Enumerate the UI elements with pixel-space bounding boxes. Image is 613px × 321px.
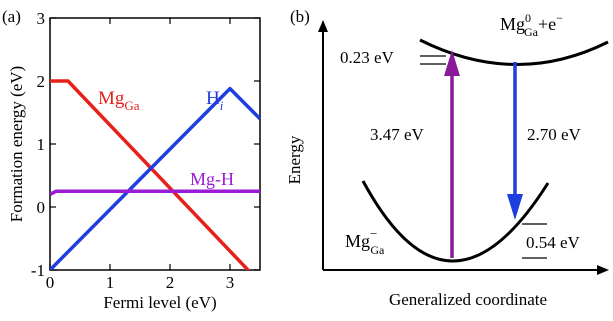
upper-state-sub: Ga: [524, 25, 539, 39]
emission-arrowhead: [507, 194, 523, 220]
x-tick-label: 3: [226, 273, 235, 292]
right-offset-label: 0.54 eV: [526, 233, 581, 252]
lower-state-main: Mg: [345, 231, 370, 251]
label-hi: Hi: [206, 88, 224, 113]
series-line-1: [50, 79, 251, 270]
panel-b: (b) Energy Generalized coordinate 0.23 e…: [285, 7, 609, 309]
panel-a-frame: [49, 17, 261, 271]
panel-a-series: [50, 79, 260, 270]
x-tick-label: 2: [166, 273, 175, 292]
x-tick-label: 1: [106, 273, 115, 292]
panel-a-label: (a): [2, 7, 21, 26]
label-hi-sub: i: [220, 98, 224, 113]
upper-state-label: Mg0 Ga+e−: [500, 11, 563, 39]
y-tick-label: 2: [37, 72, 46, 91]
panel-b-y-arrowhead: [318, 20, 328, 32]
panel-b-ylabel: Energy: [285, 135, 304, 184]
label-mgh: Mg-H: [190, 169, 234, 189]
upper-state-parabola: [419, 38, 609, 66]
panel-b-x-arrowhead: [597, 265, 609, 275]
label-mgga: MgGa: [98, 88, 140, 113]
y-tick-label: 3: [37, 9, 46, 28]
y-tick-label: 1: [37, 135, 46, 154]
upper-state-main: Mg: [500, 14, 525, 34]
y-tick-label: 0: [37, 198, 46, 217]
panel-a-ylabel: Formation energy (eV): [7, 66, 26, 222]
label-mgga-sub: Ga: [124, 98, 139, 113]
panel-a-xlabel: Fermi level (eV): [103, 293, 216, 312]
label-hi-main: H: [206, 88, 220, 109]
upper-state-suffix: +e: [538, 14, 556, 34]
x-tick-label: 0: [46, 273, 55, 292]
upper-state-sup: 0: [525, 11, 531, 25]
upper-state-electron-sup: −: [556, 11, 563, 25]
lower-state-parabola: [361, 180, 550, 263]
left-offset-label: 0.23 eV: [340, 48, 395, 67]
label-mgga-main: Mg: [98, 88, 125, 109]
series-line-3: [50, 189, 260, 196]
y-tick-label: -1: [31, 261, 45, 280]
panel-b-label: (b): [290, 7, 310, 26]
absorption-arrowhead: [444, 50, 460, 76]
series-line-2: [50, 86, 260, 270]
emission-label: 2.70 eV: [527, 125, 582, 144]
panel-b-xlabel: Generalized coordinate: [389, 290, 547, 309]
absorption-label: 3.47 eV: [370, 125, 425, 144]
lower-state-sup: −: [370, 226, 377, 241]
lower-state-label: Mg− Ga: [345, 226, 385, 257]
lower-state-sub: Ga: [370, 243, 385, 257]
